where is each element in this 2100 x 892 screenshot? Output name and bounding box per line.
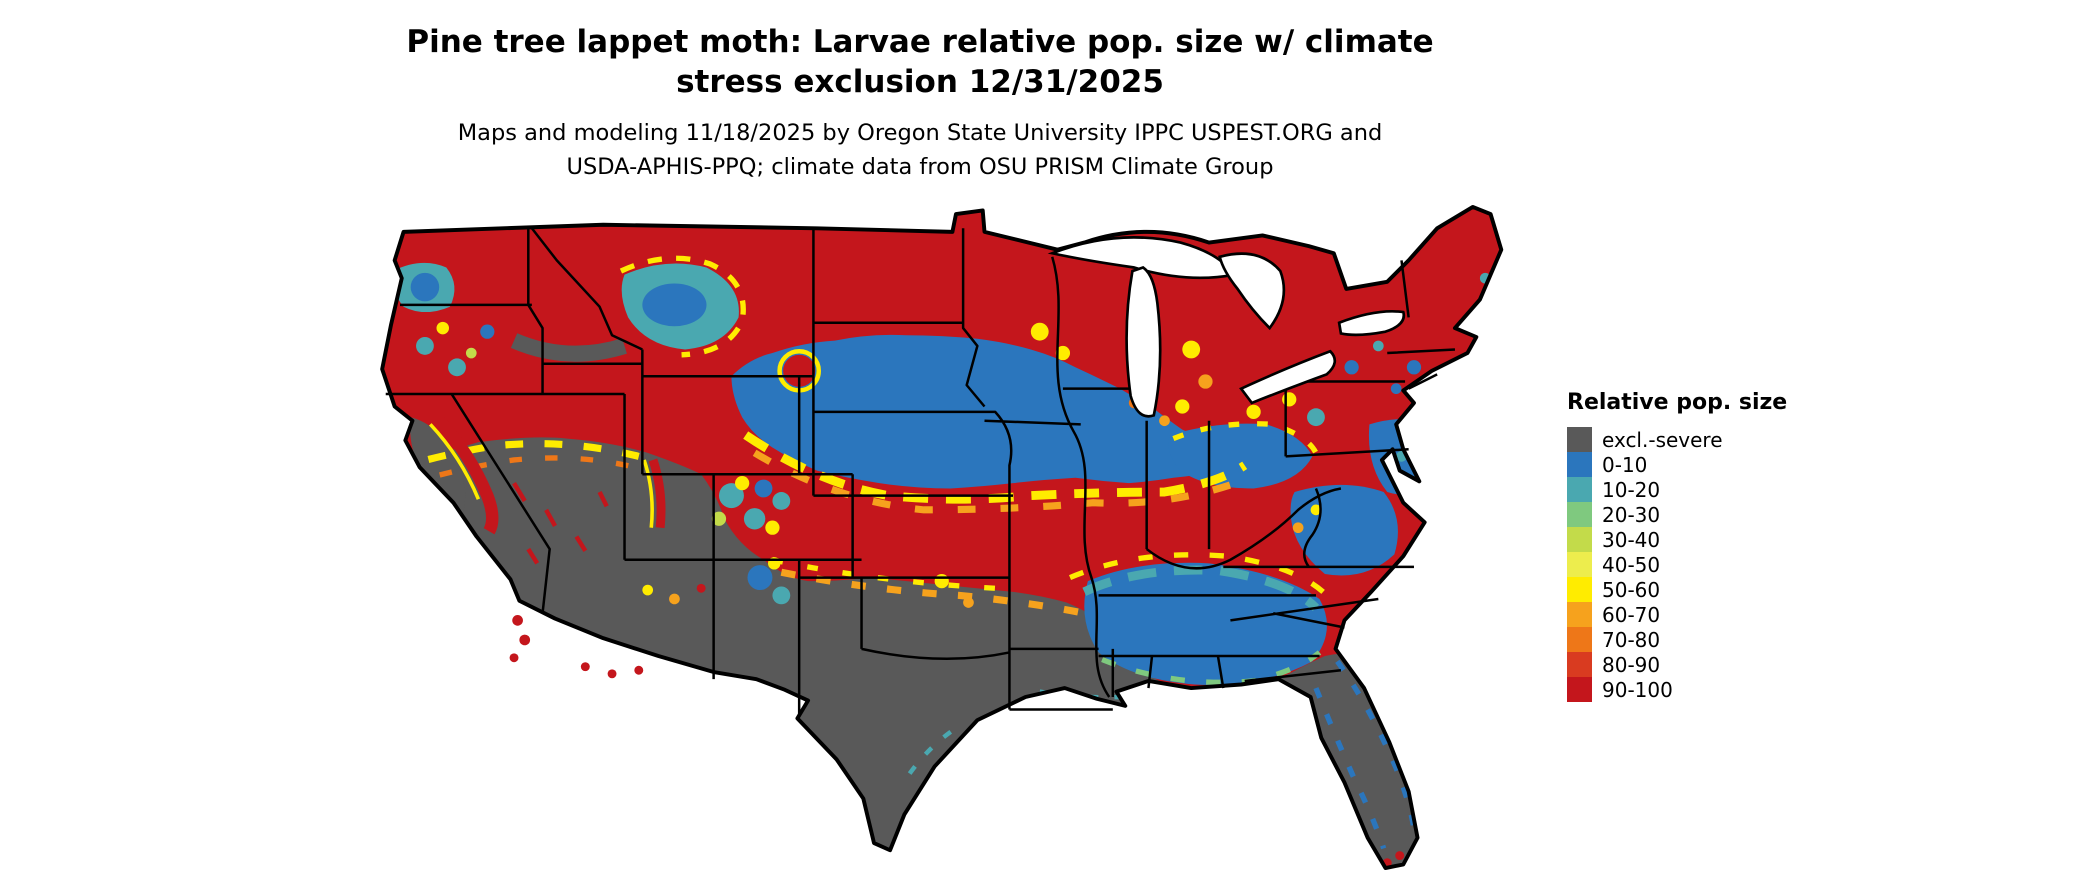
legend-swatch (1567, 527, 1592, 552)
legend-row: 90-100 (1567, 677, 1787, 702)
legend-items: excl.-severe 0-10 10-20 20-30 (1567, 427, 1787, 702)
legend-label: 30-40 (1602, 527, 1661, 552)
map-ohio-blue-pocket (1168, 423, 1313, 489)
legend: Relative pop. size excl.-severe 0-10 10-… (1567, 390, 1787, 702)
us-map (380, 204, 1504, 871)
legend-swatch (1567, 602, 1592, 627)
lake-erie (1239, 349, 1337, 405)
map-title-line2: stress exclusion 12/31/2025 (676, 64, 1164, 100)
legend-label: excl.-severe (1602, 427, 1723, 452)
great-lakes (1047, 236, 1406, 418)
legend-swatch (1567, 552, 1592, 577)
legend-label: 60-70 (1602, 602, 1661, 627)
legend-row: 10-20 (1567, 477, 1787, 502)
state-boundaries (385, 227, 1456, 715)
map-montana-pocket-blue (642, 283, 707, 327)
map-mexico-fragments (509, 615, 644, 679)
legend-row: 50-60 (1567, 577, 1787, 602)
map-montana-pocket-fringe (619, 255, 746, 358)
legend-label: 80-90 (1602, 652, 1661, 677)
map-title-line1: Pine tree lappet moth: Larvae relative p… (406, 24, 1434, 60)
lake-michigan (1125, 266, 1162, 418)
map-columbia-basin-blue (410, 272, 440, 302)
legend-label: 50-60 (1602, 577, 1661, 602)
map-oregon-pockets (416, 321, 495, 377)
legend-swatch (1567, 577, 1592, 602)
map-arizona-speckles (642, 583, 706, 605)
lake-huron (1218, 252, 1286, 331)
legend-label: 10-20 (1602, 477, 1661, 502)
legend-row: 0-10 (1567, 452, 1787, 477)
legend-row: 30-40 (1567, 527, 1787, 552)
legend-label: 20-30 (1602, 502, 1661, 527)
legend-label: 70-80 (1602, 627, 1661, 652)
legend-label: 40-50 (1602, 552, 1661, 577)
legend-label: 0-10 (1602, 452, 1648, 477)
map-subtitle-line1: Maps and modeling 11/18/2025 by Oregon S… (457, 120, 1383, 146)
map-piedmont-blue (1084, 562, 1327, 685)
map-mountain-red-ridges (428, 416, 666, 535)
legend-swatch (1567, 627, 1592, 652)
legend-row: 70-80 (1567, 627, 1787, 652)
legend-row: 20-30 (1567, 502, 1787, 527)
legend-swatch (1567, 477, 1592, 502)
map-central-valley-gray (409, 417, 466, 519)
map-nevada-speckles (512, 481, 609, 565)
lake-ontario (1337, 310, 1406, 337)
subtitle-block: Maps and modeling 11/18/2025 by Oregon S… (260, 116, 1580, 184)
map-colorado-pockets (711, 476, 791, 605)
map-snake-plain-gray (510, 333, 627, 362)
legend-swatch (1567, 502, 1592, 527)
legend-swatch (1567, 452, 1592, 477)
legend-swatch (1567, 427, 1592, 452)
title-block: Pine tree lappet moth: Larvae relative p… (260, 22, 1580, 184)
legend-row: 60-70 (1567, 602, 1787, 627)
legend-swatch (1567, 677, 1592, 702)
legend-row: 40-50 (1567, 552, 1787, 577)
legend-row: excl.-severe (1567, 427, 1787, 452)
legend-swatch (1567, 652, 1592, 677)
legend-label: 90-100 (1602, 677, 1673, 702)
map-subtitle-line2: USDA-APHIS-PPQ; climate data from OSU PR… (566, 154, 1274, 180)
us-outline (380, 204, 1504, 871)
legend-row: 80-90 (1567, 652, 1787, 677)
legend-title: Relative pop. size (1567, 390, 1788, 415)
